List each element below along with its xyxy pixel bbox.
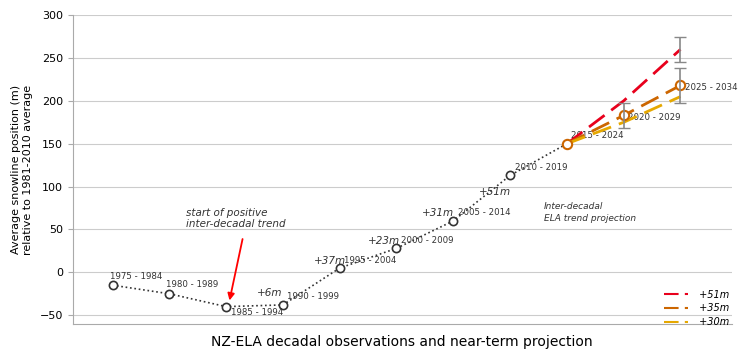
- Text: start of positive
inter-decadal trend: start of positive inter-decadal trend: [186, 208, 286, 229]
- Text: 2005 - 2014: 2005 - 2014: [458, 208, 510, 217]
- Y-axis label: Average snowline position (m)
relative to 1981-2010 average: Average snowline position (m) relative t…: [11, 84, 32, 255]
- Point: [164, 291, 176, 297]
- Text: +31m: +31m: [422, 208, 454, 218]
- Text: 2020 - 2029: 2020 - 2029: [628, 113, 681, 122]
- Text: 1980 - 1989: 1980 - 1989: [167, 280, 219, 289]
- Text: 2025 - 2034: 2025 - 2034: [685, 83, 737, 92]
- Point: [447, 218, 459, 224]
- Text: 1985 - 1994: 1985 - 1994: [231, 308, 283, 317]
- Point: [277, 302, 289, 308]
- Point: [561, 141, 573, 147]
- X-axis label: NZ-ELA decadal observations and near-term projection: NZ-ELA decadal observations and near-ter…: [211, 335, 593, 349]
- Point: [220, 304, 232, 310]
- Text: 2010 - 2019: 2010 - 2019: [515, 163, 567, 172]
- Point: [504, 172, 516, 178]
- Text: +23m: +23m: [368, 236, 400, 246]
- Point: [334, 265, 346, 271]
- Text: +51m: +51m: [479, 187, 511, 197]
- Text: 1990 - 1999: 1990 - 1999: [287, 292, 339, 301]
- Text: Inter-decadal
ELA trend projection: Inter-decadal ELA trend projection: [544, 202, 636, 223]
- Text: 2000 - 2009: 2000 - 2009: [401, 236, 453, 245]
- Point: [561, 141, 573, 147]
- Point: [618, 113, 630, 118]
- Text: 2015 - 2024: 2015 - 2024: [572, 131, 624, 140]
- Point: [391, 246, 403, 251]
- Point: [106, 282, 118, 288]
- Text: +37m: +37m: [314, 256, 346, 266]
- Text: +6m: +6m: [257, 288, 283, 298]
- Text: 1975 - 1984: 1975 - 1984: [109, 272, 162, 281]
- Legend:  +51m,  +35m,  +30m: +51m, +35m, +30m: [661, 286, 734, 331]
- Point: [674, 82, 686, 88]
- Text: 1995 - 2004: 1995 - 2004: [345, 256, 397, 265]
